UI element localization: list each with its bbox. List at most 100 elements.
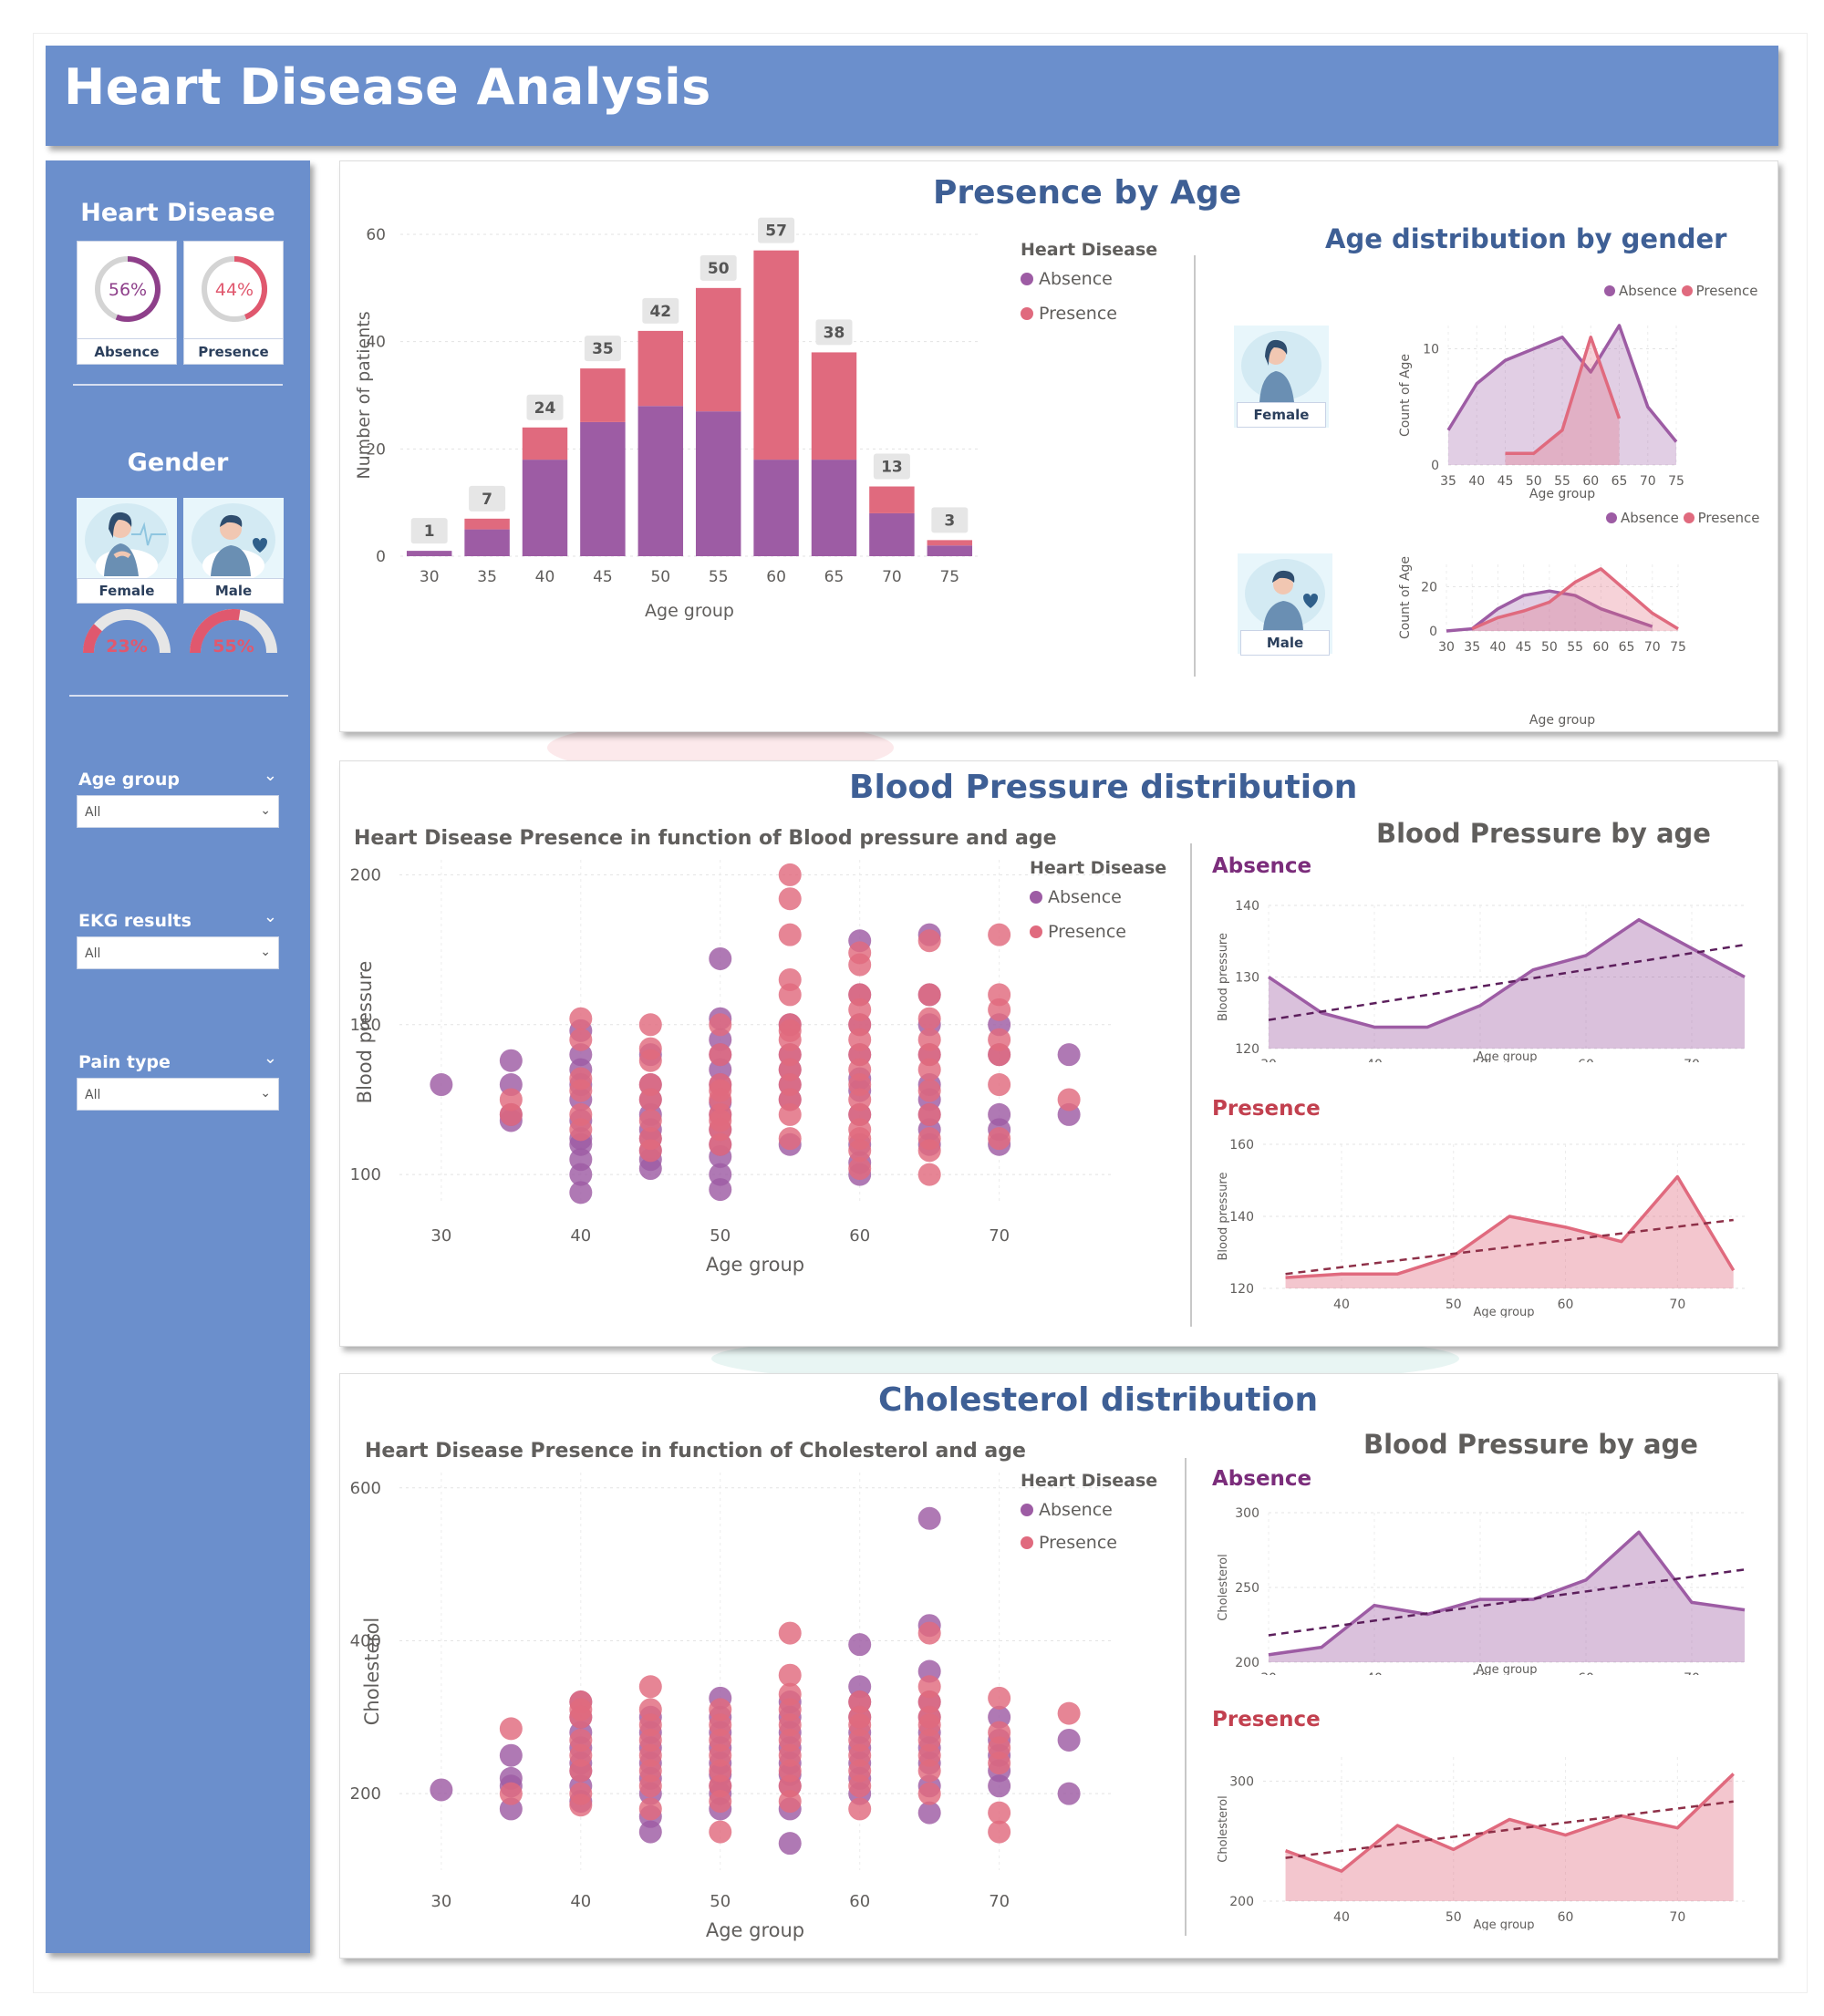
chevron-down-icon: ⌄ [260, 803, 271, 818]
filter-pain-type-select[interactable]: All ⌄ [77, 1078, 279, 1111]
female-avatar-card[interactable]: Female [77, 498, 177, 604]
data-label: 38 [824, 324, 845, 342]
chevron-down-icon[interactable]: ⌄ [263, 1049, 277, 1068]
trend-line [1285, 1800, 1734, 1859]
y-tick-label: 130 [1235, 971, 1259, 986]
y-axis-title: Cholesterol [361, 1618, 383, 1726]
filter-age-group-select[interactable]: All ⌄ [77, 795, 279, 828]
data-label: 13 [881, 459, 903, 477]
chevron-down-icon[interactable]: ⌄ [263, 766, 277, 785]
filter-ekg-select[interactable]: All ⌄ [77, 936, 279, 969]
scatter-point-presence [638, 1797, 662, 1821]
chevron-down-icon[interactable]: ⌄ [263, 907, 277, 926]
scatter-point-absence [778, 1832, 802, 1856]
scatter-point-presence [917, 929, 941, 953]
scatter-point-presence [709, 1132, 732, 1156]
kpi-label-absence: Absence [78, 338, 176, 364]
blood-pressure-panel: Blood Pressure distribution Heart Diseas… [339, 760, 1778, 1347]
legend-presence[interactable]: Presence [1021, 1533, 1117, 1553]
series-line [1471, 567, 1679, 631]
y-axis-title: Cholesterol [1217, 1554, 1230, 1620]
data-label-box [815, 319, 853, 346]
scatter-point-presence [988, 1752, 1011, 1775]
x-tick-label: 70 [989, 1892, 1010, 1911]
bar-absence [522, 460, 568, 556]
scatter-point-presence [988, 923, 1011, 946]
x-tick-label: 65 [824, 568, 845, 586]
y-tick-label: 140 [1229, 1210, 1254, 1225]
cholesterol-panel: Cholesterol distribution Heart Disease P… [339, 1373, 1778, 1959]
male-gauge: 55% [183, 607, 284, 658]
x-tick-label: 40 [1366, 1058, 1383, 1062]
scatter-point-presence [917, 1782, 941, 1805]
x-tick-label: 65 [1612, 474, 1628, 489]
x-tick-label: 35 [477, 568, 497, 586]
filter-age-group-label: Age group [78, 770, 180, 790]
legend-absence[interactable]: Absence [1021, 269, 1113, 289]
chol-absence-area-chart: 200 250 300 30 40 50 60 70 Age group Cholesterol [1217, 1506, 1746, 1675]
heart-disease-title: Heart Disease [80, 199, 275, 227]
scatter-point-absence [430, 1778, 453, 1802]
female-legend-presence: Presence [1695, 283, 1758, 299]
scatter-point-presence [778, 1621, 802, 1645]
area-fill [1285, 1176, 1734, 1288]
data-label-box [758, 217, 795, 243]
x-tick-label: 60 [849, 1226, 870, 1246]
scatter-point-absence [569, 1181, 593, 1204]
legend-presence[interactable]: Presence [1030, 922, 1126, 942]
x-axis-title: Age group [1473, 1306, 1534, 1318]
x-tick-label: 75 [1668, 474, 1684, 489]
filter-pain-type-label: Pain type [78, 1052, 171, 1072]
scatter-point-presence [709, 1013, 732, 1037]
x-tick-label: 50 [1526, 474, 1542, 489]
y-tick-label: 200 [350, 1784, 381, 1804]
y-axis-title: Number of patients [354, 311, 374, 479]
data-label-box [642, 297, 679, 324]
x-tick-label: 60 [1578, 1058, 1594, 1062]
kpi-card-absence[interactable]: 56% Absence [77, 241, 177, 365]
female-avatar-icon [1241, 331, 1321, 402]
x-tick-label: 70 [882, 568, 902, 586]
legend-absence[interactable]: Absence [1030, 887, 1122, 907]
bar-absence [580, 421, 626, 556]
scatter-point-presence [778, 887, 802, 911]
scatter-point-presence [778, 923, 802, 946]
area-fill [1269, 1532, 1745, 1662]
y-tick-label: 100 [350, 1165, 381, 1184]
legend-presence-label: Presence [1039, 304, 1117, 324]
male-gauge-chart: 55% [190, 609, 277, 656]
legend-absence[interactable]: Absence [1021, 1500, 1113, 1520]
scatter-point-presence [988, 1073, 1011, 1097]
data-label: 42 [649, 303, 671, 321]
y-tick-label: 10 [1423, 343, 1439, 357]
legend-presence[interactable]: Presence [1021, 304, 1117, 324]
data-label: 57 [765, 222, 787, 241]
x-tick-label: 50 [1541, 640, 1558, 655]
x-tick-label: 70 [1669, 1910, 1685, 1925]
y-tick-label: 400 [350, 1631, 381, 1650]
bar-absence [869, 512, 915, 556]
y-axis-title: Blood pressure [354, 961, 376, 1104]
chevron-down-icon: ⌄ [260, 1086, 271, 1101]
scatter-point-presence [848, 953, 872, 977]
bp-presence-label: Presence [1212, 1097, 1321, 1121]
kpi-card-presence[interactable]: 44% Presence [183, 241, 284, 365]
scatter-point-absence [1057, 1728, 1081, 1752]
bp-panel-title: Blood Pressure distribution [849, 769, 1358, 806]
male-avatar-card[interactable]: Male [183, 498, 284, 604]
x-axis-title: Age group [1476, 1663, 1537, 1675]
scatter-point-presence [638, 1139, 662, 1163]
scatter-point-presence [848, 1797, 872, 1821]
scatter-point-presence [988, 1820, 1011, 1844]
male-icon-label: Male [1240, 630, 1330, 656]
scatter-point-absence [638, 1820, 662, 1844]
sidebar-divider [73, 384, 283, 386]
legend-presence-label: Presence [1039, 1533, 1117, 1553]
scatter-point-presence [988, 998, 1011, 1021]
x-tick-label: 60 [1578, 1671, 1594, 1675]
bar-absence [811, 460, 857, 556]
x-tick-label: 50 [1446, 1297, 1462, 1312]
sidebar: Heart Disease 56% Absence 44% Presence G… [46, 160, 310, 1953]
x-tick-label: 75 [1670, 640, 1686, 655]
